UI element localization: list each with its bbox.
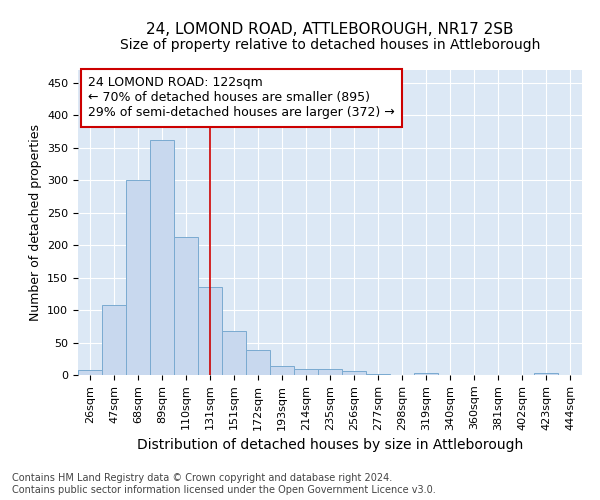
Bar <box>246 350 270 375</box>
Y-axis label: Number of detached properties: Number of detached properties <box>29 124 41 321</box>
Bar <box>534 373 558 375</box>
Bar <box>414 373 438 375</box>
Bar <box>270 366 294 375</box>
Bar <box>318 369 342 375</box>
Bar <box>198 286 222 375</box>
Bar <box>222 331 246 375</box>
Bar <box>174 238 198 375</box>
Text: 24, LOMOND ROAD, ATTLEBOROUGH, NR17 2SB: 24, LOMOND ROAD, ATTLEBOROUGH, NR17 2SB <box>146 22 514 38</box>
Bar <box>78 370 102 375</box>
Bar <box>294 368 318 375</box>
Text: Contains HM Land Registry data © Crown copyright and database right 2024.
Contai: Contains HM Land Registry data © Crown c… <box>12 474 436 495</box>
Bar <box>366 374 390 375</box>
Bar <box>342 371 366 375</box>
X-axis label: Distribution of detached houses by size in Attleborough: Distribution of detached houses by size … <box>137 438 523 452</box>
Bar <box>102 305 126 375</box>
Bar <box>126 180 150 375</box>
Text: Size of property relative to detached houses in Attleborough: Size of property relative to detached ho… <box>120 38 540 52</box>
Text: 24 LOMOND ROAD: 122sqm
← 70% of detached houses are smaller (895)
29% of semi-de: 24 LOMOND ROAD: 122sqm ← 70% of detached… <box>88 76 395 119</box>
Bar <box>150 140 174 375</box>
